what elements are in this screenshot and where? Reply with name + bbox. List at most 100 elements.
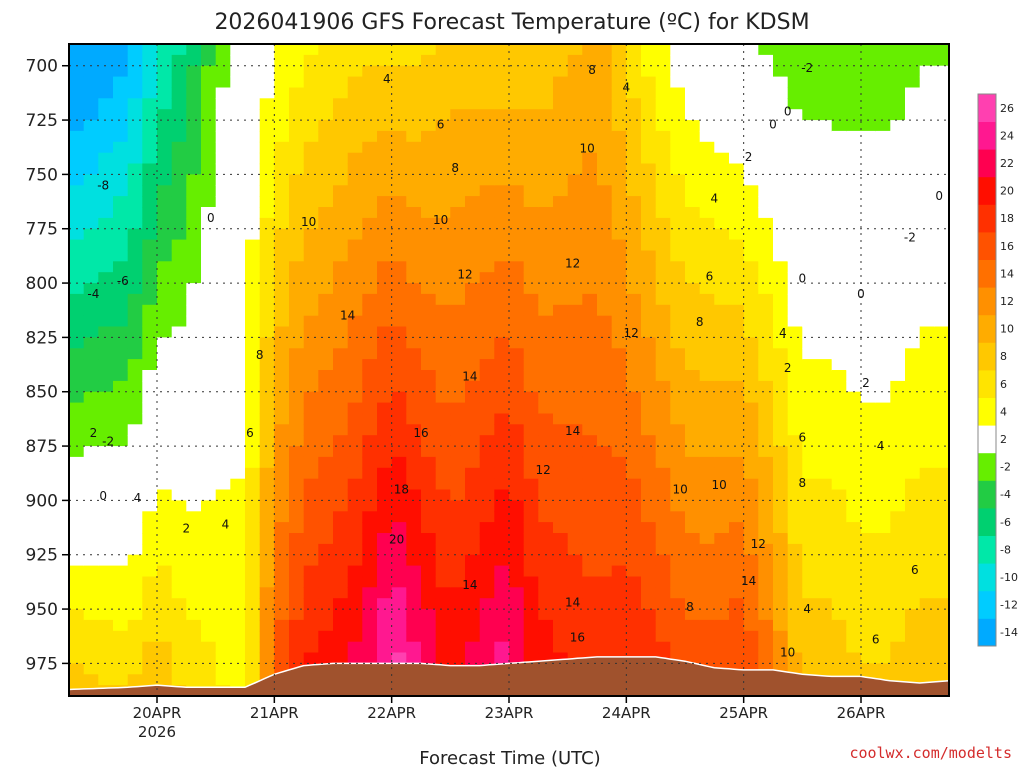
temperature-cell <box>567 326 583 338</box>
temperature-cell <box>259 370 275 382</box>
temperature-cell <box>597 348 613 360</box>
temperature-cell <box>157 76 173 89</box>
temperature-cell <box>787 239 803 252</box>
temperature-cell <box>919 185 935 197</box>
temperature-cell <box>861 652 877 664</box>
temperature-cell <box>817 402 833 415</box>
temperature-cell <box>846 130 862 143</box>
temperature-cell <box>435 359 451 371</box>
temperature-cell <box>670 185 686 197</box>
temperature-cell <box>113 543 129 556</box>
temperature-cell <box>362 293 378 306</box>
temperature-cell <box>406 87 422 99</box>
temperature-cell <box>421 261 437 273</box>
temperature-cell <box>377 207 393 219</box>
temperature-cell <box>773 283 789 295</box>
temperature-cell <box>729 652 745 664</box>
temperature-cell <box>362 446 378 458</box>
temperature-cell <box>934 652 949 664</box>
temperature-cell <box>787 348 803 360</box>
temperature-cell <box>465 402 481 415</box>
temperature-cell <box>875 424 891 436</box>
temperature-cell <box>391 413 407 425</box>
temperature-cell <box>846 250 862 262</box>
temperature-cell <box>245 391 261 404</box>
temperature-cell <box>509 489 525 501</box>
temperature-cell <box>509 54 525 67</box>
temperature-cell <box>69 598 85 610</box>
temperature-cell <box>641 217 657 230</box>
temperature-cell <box>655 174 671 186</box>
temperature-cell <box>743 533 759 545</box>
temperature-cell <box>494 109 510 121</box>
temperature-cell <box>641 228 657 241</box>
temperature-cell <box>787 44 803 56</box>
temperature-cell <box>377 565 393 578</box>
temperature-cell <box>171 239 187 252</box>
temperature-cell <box>919 587 935 599</box>
temperature-cell <box>98 217 114 230</box>
temperature-cell <box>494 402 510 415</box>
temperature-cell <box>186 304 202 317</box>
temperature-cell <box>435 522 451 534</box>
temperature-cell <box>714 272 730 284</box>
temperature-cell <box>303 511 319 523</box>
temperature-cell <box>773 185 789 197</box>
temperature-cell <box>171 511 187 523</box>
temperature-cell <box>509 511 525 523</box>
temperature-cell <box>245 576 261 588</box>
temperature-cell <box>259 250 275 262</box>
temperature-cell <box>861 467 877 480</box>
temperature-cell <box>846 630 862 643</box>
temperature-cell <box>890 641 906 654</box>
temperature-cell <box>245 109 261 121</box>
temperature-cell <box>303 576 319 588</box>
temperature-cell <box>641 185 657 197</box>
temperature-cell <box>743 522 759 534</box>
temperature-cell <box>435 120 451 132</box>
temperature-cell <box>333 54 349 67</box>
temperature-cell <box>186 370 202 382</box>
temperature-cell <box>567 76 583 89</box>
temperature-cell <box>83 533 99 545</box>
temperature-cell <box>157 609 173 621</box>
colorbar-swatch <box>978 480 996 509</box>
temperature-cell <box>699 630 715 643</box>
temperature-cell <box>377 315 393 328</box>
temperature-cell <box>831 424 847 436</box>
temperature-cell <box>230 489 246 501</box>
temperature-cell <box>113 163 129 175</box>
temperature-cell <box>289 609 305 621</box>
temperature-cell <box>318 619 334 632</box>
temperature-cell <box>919 652 935 664</box>
temperature-cell <box>391 641 407 654</box>
temperature-cell <box>875 109 891 121</box>
temperature-cell <box>465 185 481 197</box>
temperature-cell <box>406 261 422 273</box>
temperature-cell <box>259 424 275 436</box>
temperature-cell <box>465 598 481 610</box>
temperature-cell <box>773 152 789 165</box>
temperature-cell <box>333 304 349 317</box>
temperature-cell <box>890 478 906 491</box>
temperature-cell <box>597 478 613 491</box>
temperature-cell <box>347 174 363 186</box>
temperature-cell <box>641 641 657 654</box>
temperature-cell <box>611 141 627 154</box>
temperature-cell <box>113 185 129 197</box>
temperature-cell <box>597 326 613 338</box>
temperature-cell <box>303 402 319 415</box>
temperature-cell <box>201 446 217 458</box>
temperature-cell <box>201 609 217 621</box>
temperature-cell <box>347 239 363 252</box>
temperature-cell <box>69 359 85 371</box>
temperature-cell <box>743 239 759 252</box>
temperature-cell <box>259 326 275 338</box>
temperature-cell <box>714 65 730 78</box>
temperature-cell <box>567 630 583 643</box>
temperature-cell <box>450 598 466 610</box>
temperature-cell <box>171 565 187 578</box>
temperature-cell <box>729 337 745 349</box>
temperature-cell <box>567 44 583 56</box>
temperature-cell <box>69 446 85 458</box>
